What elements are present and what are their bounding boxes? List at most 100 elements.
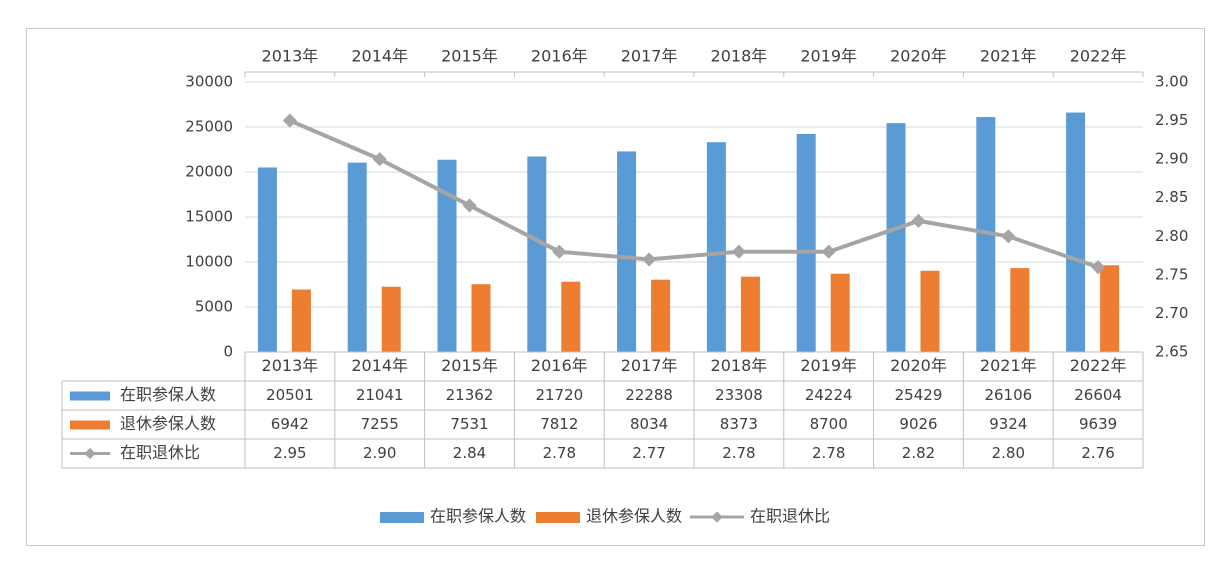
- right-axis-tick-label: 2.75: [1155, 265, 1188, 283]
- table-cell-value: 2.78: [722, 444, 755, 462]
- table-cell-value: 8034: [630, 415, 668, 433]
- legend-swatch-marker: [711, 511, 723, 523]
- table-header-label: 2019年: [800, 356, 857, 375]
- table-header-label: 2013年: [262, 356, 319, 375]
- bar-workers: [706, 142, 726, 352]
- table-cell-value: 24224: [805, 386, 853, 404]
- table-cell-value: 2.76: [1081, 444, 1114, 462]
- ratio-marker: [282, 113, 297, 128]
- table-cell-value: 2.84: [453, 444, 486, 462]
- table-series-name: 在职退休比: [120, 443, 200, 462]
- bar-workers: [886, 123, 906, 352]
- ratio-marker: [911, 213, 926, 228]
- table-cell-value: 9324: [989, 415, 1027, 433]
- right-axis-tick-label: 2.70: [1155, 304, 1188, 322]
- legend-swatch: [536, 512, 580, 523]
- table-header-label: 2021年: [980, 356, 1037, 375]
- table-cell-value: 2.90: [363, 444, 396, 462]
- table-cell-value: 7531: [450, 415, 488, 433]
- table-cell-value: 2.80: [992, 444, 1025, 462]
- table-header-label: 2015年: [441, 356, 498, 375]
- legend-swatch: [380, 512, 424, 523]
- table-cell-value: 21362: [446, 386, 494, 404]
- table-cell-value: 20501: [266, 386, 314, 404]
- bar-retirees: [1100, 265, 1120, 352]
- bar-workers: [1066, 112, 1086, 353]
- bar-workers: [437, 159, 457, 352]
- table-cell-value: 26106: [984, 386, 1032, 404]
- table-legend-key: [70, 391, 110, 401]
- bar-retirees: [291, 289, 311, 352]
- right-axis-tick-label: 2.95: [1155, 111, 1188, 129]
- table-cell-value: 25429: [895, 386, 943, 404]
- ratio-marker: [1001, 229, 1016, 244]
- table-cell-value: 9639: [1079, 415, 1117, 433]
- top-category-label: 2013年: [262, 47, 319, 66]
- bar-workers: [796, 133, 816, 352]
- table-cell-value: 9026: [899, 415, 937, 433]
- left-axis-tick-label: 15000: [185, 208, 233, 226]
- table-cell-value: 21720: [535, 386, 583, 404]
- table-cell-value: 8373: [720, 415, 758, 433]
- bar-workers: [347, 162, 367, 352]
- bar-workers: [527, 156, 547, 352]
- top-category-label: 2015年: [441, 47, 498, 66]
- bar-workers: [257, 167, 277, 352]
- top-category-label: 2018年: [711, 47, 768, 66]
- bar-retirees: [561, 281, 581, 352]
- left-axis-tick-label: 25000: [185, 118, 233, 136]
- bar-retirees: [1010, 268, 1030, 352]
- ratio-marker: [1091, 260, 1106, 275]
- bar-retirees: [740, 276, 760, 352]
- top-category-label: 2016年: [531, 47, 588, 66]
- left-axis-tick-label: 30000: [185, 73, 233, 91]
- left-axis-tick-label: 5000: [195, 298, 233, 316]
- left-axis-tick-label: 20000: [185, 163, 233, 181]
- top-category-label: 2019年: [800, 47, 857, 66]
- table-cell-value: 8700: [810, 415, 848, 433]
- legend-label: 在职退休比: [750, 507, 830, 526]
- table-cell-value: 2.78: [543, 444, 576, 462]
- top-category-label: 2021年: [980, 47, 1037, 66]
- top-category-label: 2014年: [351, 47, 408, 66]
- table-header-label: 2016年: [531, 356, 588, 375]
- left-axis-tick-label: 10000: [185, 253, 233, 271]
- table-cell-value: 2.78: [812, 444, 845, 462]
- left-axis-tick-label: 0: [223, 343, 233, 361]
- table-cell-value: 22288: [625, 386, 673, 404]
- table-legend-key-marker: [84, 447, 96, 460]
- ratio-marker: [462, 198, 477, 213]
- bar-retirees: [471, 284, 491, 352]
- bar-retirees: [651, 279, 671, 352]
- right-axis-tick-label: 3.00: [1155, 73, 1188, 91]
- ratio-line: [289, 118, 1099, 270]
- right-axis-tick-label: 2.90: [1155, 150, 1188, 168]
- right-axis-tick-label: 2.80: [1155, 227, 1188, 245]
- table-cell-value: 21041: [356, 386, 404, 404]
- legend-label: 在职参保人数: [430, 507, 526, 526]
- bar-retirees: [830, 273, 850, 352]
- bar-retirees: [920, 270, 940, 352]
- top-category-label: 2020年: [890, 47, 947, 66]
- ratio-marker: [642, 252, 657, 267]
- bar-workers: [617, 151, 637, 352]
- top-category-label: 2022年: [1070, 47, 1127, 66]
- table-cell-value: 2.77: [632, 444, 665, 462]
- table-cell-value: 23308: [715, 386, 763, 404]
- table-header-label: 2022年: [1070, 356, 1127, 375]
- table-series-name: 退休参保人数: [120, 414, 216, 433]
- bar-retirees: [381, 286, 401, 352]
- table-legend-key: [70, 420, 110, 430]
- table-header-label: 2020年: [890, 356, 947, 375]
- table-cell-value: 2.95: [273, 444, 306, 462]
- table-cell-value: 26604: [1074, 386, 1122, 404]
- table-cell-value: 7255: [361, 415, 399, 433]
- table-header-label: 2014年: [351, 356, 408, 375]
- right-axis-tick-label: 2.85: [1155, 188, 1188, 206]
- table-cell-value: 6942: [271, 415, 309, 433]
- table-header-label: 2017年: [621, 356, 678, 375]
- top-category-label: 2017年: [621, 47, 678, 66]
- legend-label: 退休参保人数: [586, 507, 682, 526]
- ratio-marker: [731, 244, 746, 259]
